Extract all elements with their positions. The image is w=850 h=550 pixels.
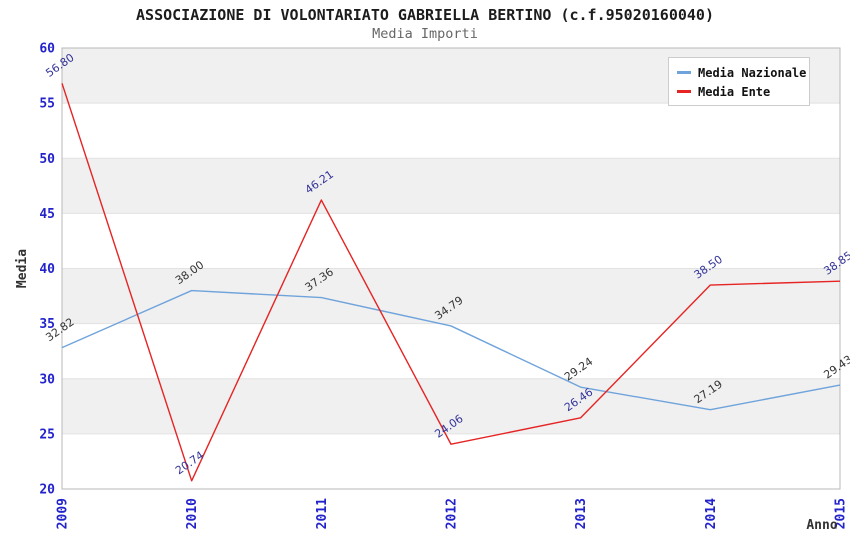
legend-label: Media Ente [698, 84, 771, 99]
plot-band [62, 378, 840, 434]
media-nazionale-line-swatch-icon [677, 71, 691, 74]
chart-subtitle: Media Importi [372, 26, 478, 42]
x-tick-label: 2010 [185, 498, 200, 529]
y-axis-title: Media [15, 249, 30, 288]
plot-band [62, 268, 840, 324]
x-axis-title: Anno [806, 518, 837, 533]
y-tick-label: 50 [39, 152, 55, 167]
plot-band [62, 103, 840, 159]
plot-border [61, 47, 841, 490]
y-tick-label: 45 [39, 207, 55, 222]
chart-title: ASSOCIAZIONE DI VOLONTARIATO GABRIELLA B… [136, 6, 714, 24]
x-tick-label: 2011 [315, 498, 330, 529]
x-tick-label: 2015 [834, 498, 849, 529]
y-tick-label: 60 [39, 42, 55, 57]
legend-label: Media Nazionale [698, 65, 807, 80]
x-tick-label: 2014 [704, 498, 719, 529]
y-tick-label: 20 [39, 483, 55, 498]
y-tick-label: 55 [39, 97, 55, 112]
x-tick-label: 2009 [56, 498, 71, 529]
plot-band [62, 323, 840, 379]
x-tick-label: 2013 [574, 498, 589, 529]
legend-item-media-ente: Media Ente [677, 84, 801, 99]
plot-band [62, 213, 840, 269]
plot-band [62, 158, 840, 214]
y-tick-label: 25 [39, 427, 55, 442]
y-tick-label: 35 [39, 317, 55, 332]
legend: Media Nazionale Media Ente [668, 57, 810, 106]
series-line-media-ente [61, 83, 841, 482]
y-tick-label: 40 [39, 262, 55, 277]
y-tick-label: 30 [39, 372, 55, 387]
media-ente-line-swatch-icon [677, 90, 691, 93]
series-line-media-nazionale [61, 289, 841, 411]
x-tick-label: 2012 [445, 498, 460, 529]
legend-item-media-nazionale: Media Nazionale [677, 65, 806, 80]
